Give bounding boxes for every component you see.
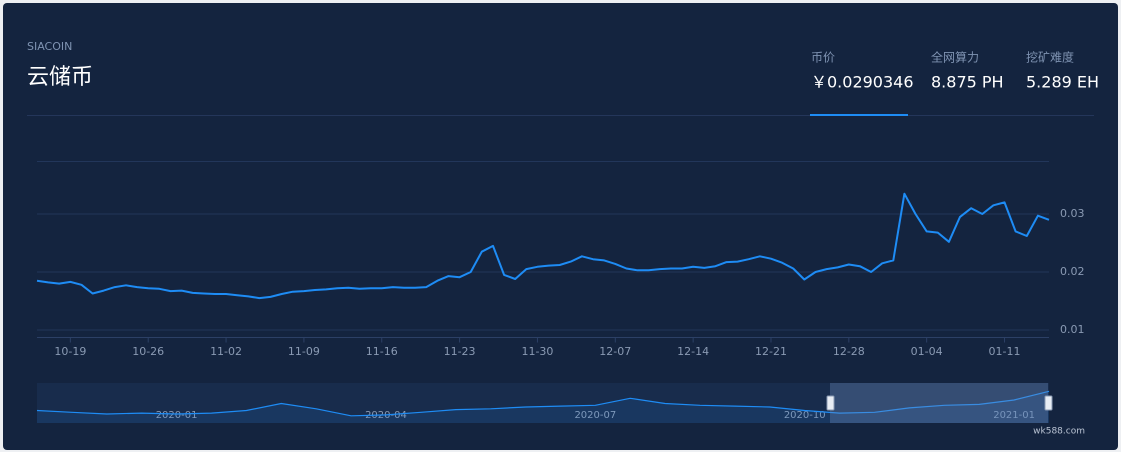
x-tick-label: 01-04 [911, 345, 943, 358]
stat-tab[interactable]: 币价 ￥0.0290346 [811, 51, 914, 92]
stat-tab[interactable]: 全网算力 8.875 PH [931, 50, 1004, 92]
navigator-bg [37, 383, 1049, 423]
navigator-selection [830, 383, 1048, 423]
navigator-line [36, 390, 1050, 417]
x-tick-label: 12-07 [599, 345, 631, 358]
panel [3, 3, 1118, 450]
stat-tab[interactable]: 挖矿难度 5.289 EH [1026, 50, 1099, 92]
y-tick-label: 0.01 [1060, 323, 1085, 336]
navigator-handle[interactable] [826, 395, 835, 411]
stat-label: 币价 [811, 51, 835, 65]
x-tick-label: 2020-01 [156, 410, 198, 421]
x-tick-label: 11-09 [288, 345, 320, 358]
x-tick-label: 2020-10 [784, 410, 826, 421]
x-tick-label: 10-19 [54, 345, 86, 358]
x-tick-label: 10-26 [132, 345, 164, 358]
x-tick-label: 2020-07 [574, 410, 616, 421]
x-tick-label: 01-11 [989, 345, 1021, 358]
x-tick-label: 2021-01 [993, 410, 1035, 421]
y-tick-label: 0.02 [1060, 265, 1085, 278]
x-tick-label: 11-30 [521, 345, 553, 358]
x-tick-label: 12-28 [833, 345, 865, 358]
x-tick-label: 11-02 [210, 345, 242, 358]
price-line [36, 192, 1050, 300]
x-tick-label: 12-14 [677, 345, 709, 358]
y-tick-label: 0.03 [1060, 207, 1085, 220]
watermark: wk588.com [1033, 427, 1085, 437]
navigator-handle[interactable] [1044, 395, 1053, 411]
x-tick-label: 11-23 [444, 345, 476, 358]
stat-value: ￥0.0290346 [811, 73, 914, 92]
stat-label: 挖矿难度 [1026, 50, 1074, 65]
stat-value: 8.875 PH [931, 73, 1004, 92]
coin-name: 云储币 [27, 65, 93, 90]
stat-value: 5.289 EH [1026, 73, 1099, 92]
stat-label: 全网算力 [931, 50, 979, 65]
x-tick-label: 12-21 [755, 345, 787, 358]
coin-symbol: SIACOIN [27, 40, 72, 53]
x-tick-label: 11-16 [366, 345, 398, 358]
